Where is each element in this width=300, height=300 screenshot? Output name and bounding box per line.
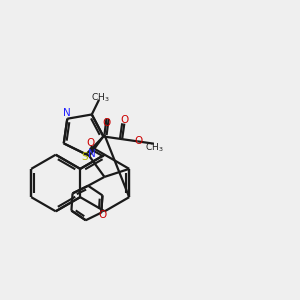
Text: CH$_3$: CH$_3$ <box>91 91 110 103</box>
Text: O: O <box>86 138 95 148</box>
Text: S: S <box>81 152 88 163</box>
Text: N: N <box>88 149 96 159</box>
Text: O: O <box>134 136 142 146</box>
Text: O: O <box>121 115 129 125</box>
Text: O: O <box>98 210 106 220</box>
Text: O: O <box>102 118 111 128</box>
Text: CH$_3$: CH$_3$ <box>145 141 163 154</box>
Text: N: N <box>63 108 71 118</box>
